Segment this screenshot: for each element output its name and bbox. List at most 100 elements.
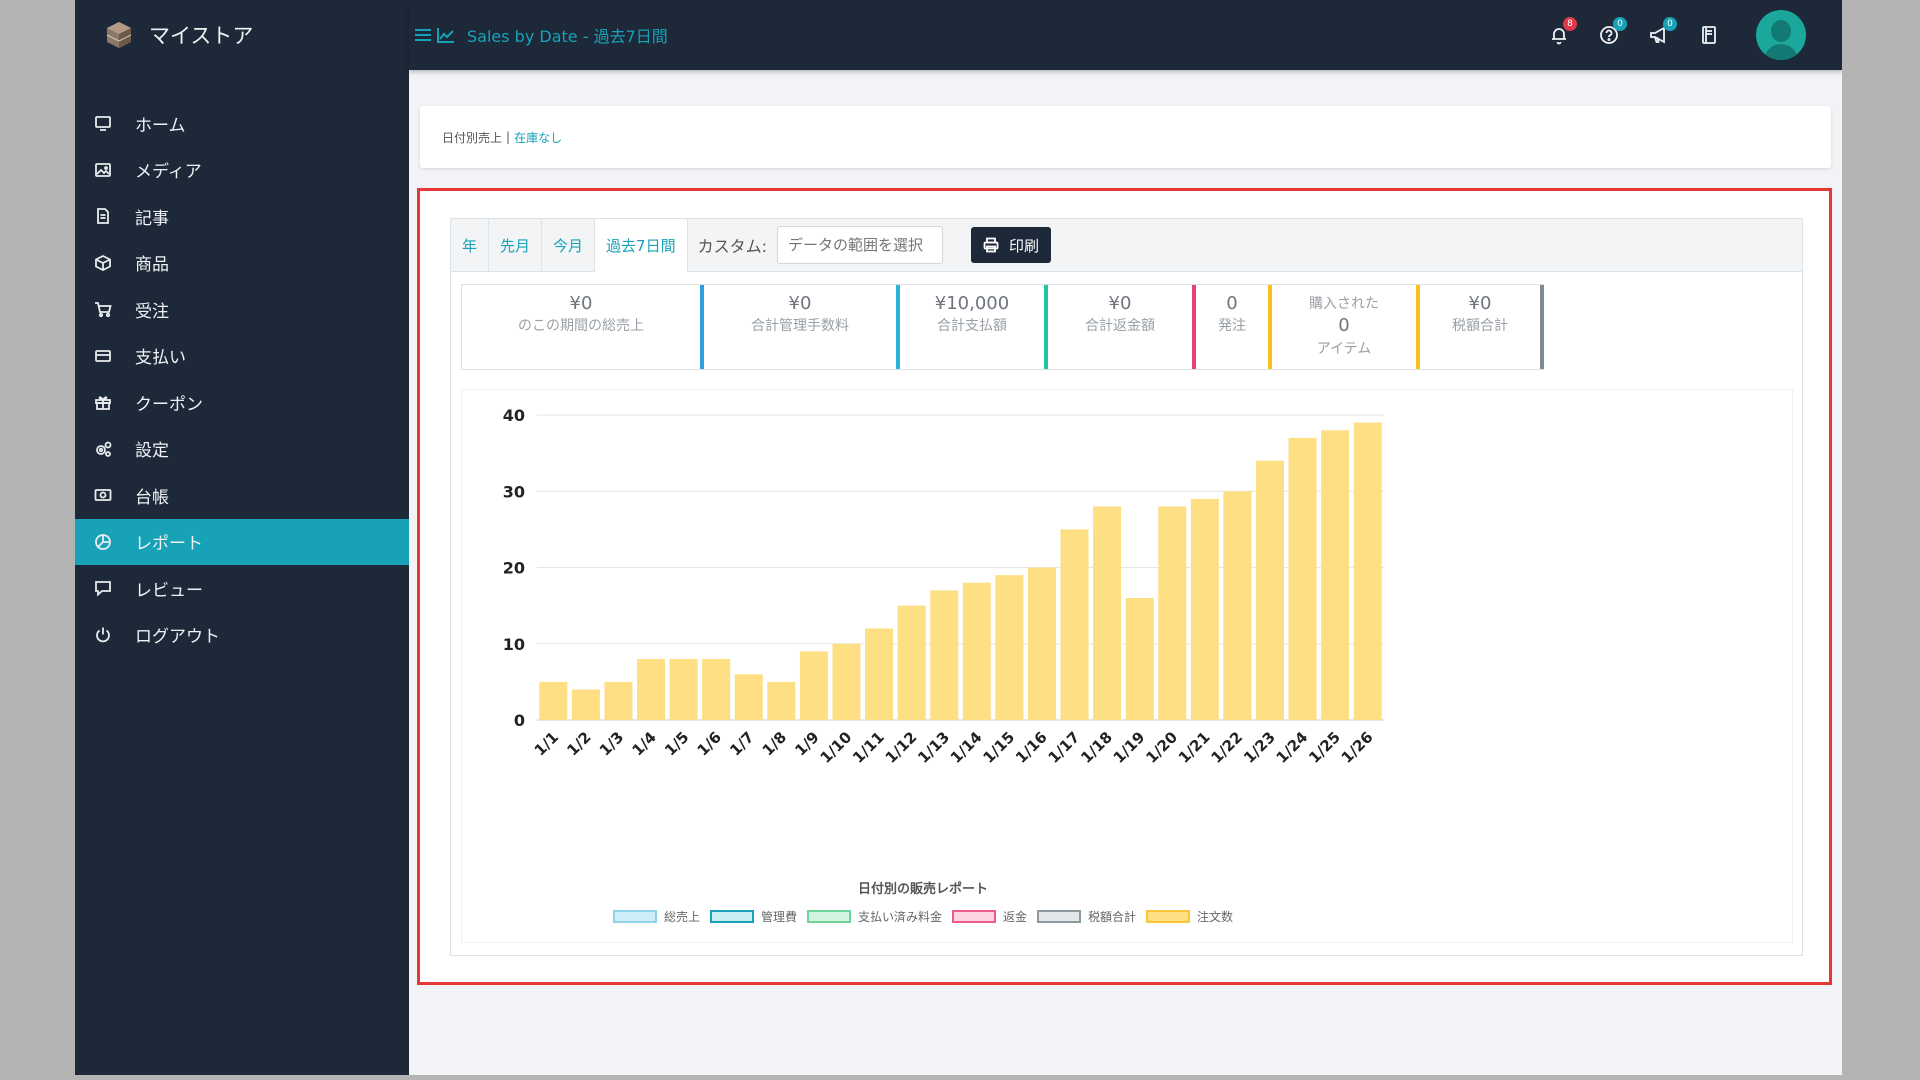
bar[interactable] (604, 681, 633, 720)
sidebar-item-10[interactable]: レビュー (75, 565, 409, 612)
breadcrumb-link-out-of-stock[interactable]: 在庫なし (514, 130, 563, 145)
sidebar-item-4[interactable]: 受注 (75, 286, 409, 333)
bar[interactable] (832, 643, 861, 720)
legend-swatch (612, 910, 657, 923)
report-panel: 年 先月 今月 過去7日間 カスタム: 印刷 ¥0 のこの期間の総売上 ¥0 合計管理… (450, 218, 1803, 956)
legend-item[interactable]: 注文数 (1146, 908, 1233, 925)
print-button[interactable]: 印刷 (971, 227, 1052, 263)
stat-label: 合計支払額 (937, 318, 1007, 334)
sidebar-item-11[interactable]: ログアウト (75, 612, 409, 659)
comment-icon (93, 578, 113, 598)
x-tick-label: 1/12 (882, 728, 921, 767)
bar[interactable] (767, 681, 796, 720)
x-tick-label: 1/4 (628, 728, 659, 759)
bar[interactable] (1288, 437, 1317, 720)
bar[interactable] (865, 628, 894, 721)
line-chart-icon (437, 28, 454, 43)
stat-card: ¥0 のこの期間の総売上 (462, 285, 704, 369)
legend-item[interactable]: 管理費 (709, 908, 797, 925)
legend-item[interactable]: 支払い済み料金 (806, 908, 942, 925)
docs-button[interactable] (1698, 24, 1720, 46)
bar[interactable] (571, 689, 600, 721)
image-icon (93, 160, 113, 180)
legend-label: 総売上 (663, 910, 700, 924)
power-icon (93, 625, 113, 645)
bar[interactable] (669, 659, 698, 720)
store-logo-icon (106, 22, 132, 48)
legend-label: 税額合計 (1088, 910, 1137, 924)
sidebar-item-5[interactable]: 支払い (75, 333, 409, 380)
bar[interactable] (1223, 491, 1252, 720)
bar[interactable] (1353, 422, 1382, 720)
tab-last-7-days[interactable]: 過去7日間 (595, 219, 688, 272)
bar[interactable] (930, 590, 959, 720)
legend-item[interactable]: 税額合計 (1037, 908, 1136, 925)
notifications-button[interactable]: 8 (1548, 17, 1577, 46)
gears-icon (93, 439, 113, 459)
bar[interactable] (1125, 598, 1154, 720)
credit-card-icon (93, 346, 113, 366)
bar[interactable] (799, 651, 828, 720)
sales-chart: 0 10 20 30 40 1/1 1/2 1/3 1/4 1/5 1/6 1/7 1/8 1/9 1/10… (461, 389, 1793, 943)
sidebar-item-label: レポート (135, 534, 203, 555)
sidebar-item-6[interactable]: クーポン (75, 379, 409, 426)
bar[interactable] (1255, 460, 1284, 720)
bar[interactable] (995, 575, 1024, 720)
x-tick-label: 1/2 (563, 728, 594, 759)
sidebar-item-label: 記事 (135, 208, 169, 229)
bar[interactable] (897, 605, 926, 720)
menu-toggle-icon[interactable] (415, 29, 431, 41)
sidebar-item-label: 支払い (135, 348, 186, 369)
x-tick-label: 1/24 (1273, 728, 1312, 767)
tab-year[interactable]: 年 (451, 219, 490, 271)
help-badge: 0 (1613, 17, 1627, 31)
sidebar-item-9[interactable]: レポート (75, 518, 409, 565)
sidebar-item-label: 商品 (135, 255, 169, 276)
bar[interactable] (1190, 498, 1219, 720)
x-tick-label: 1/19 (1110, 728, 1149, 767)
legend-item[interactable]: 総売上 (612, 908, 700, 925)
y-tick-label: 30 (503, 482, 525, 501)
sidebar-item-1[interactable]: メディア (75, 147, 409, 194)
sidebar-item-7[interactable]: 設定 (75, 426, 409, 473)
bar[interactable] (702, 659, 731, 720)
bar[interactable] (1093, 506, 1122, 721)
stat-value: ¥0 (788, 293, 812, 314)
bar[interactable] (1321, 430, 1350, 720)
bar[interactable] (1060, 529, 1089, 720)
x-tick-label: 1/15 (979, 728, 1018, 767)
sidebar-item-2[interactable]: 記事 (75, 193, 409, 240)
legend-label: 管理費 (760, 910, 797, 924)
announcements-badge: 0 (1663, 17, 1677, 31)
legend-item[interactable]: 返金 (952, 908, 1027, 925)
stat-label: 合計管理手数料 (751, 318, 849, 334)
app-window: マイストア ホームメディア記事商品受注支払いクーポン 設定 台帳レポートレビュー ログ… (75, 0, 1842, 1075)
bar[interactable] (962, 582, 991, 720)
avatar[interactable] (1756, 10, 1806, 60)
sidebar-item-label: メディア (135, 162, 202, 183)
bar[interactable] (1027, 567, 1056, 721)
tab-last-month[interactable]: 先月 (489, 219, 543, 271)
help-button[interactable]: 0 (1598, 17, 1627, 46)
summary-stats: ¥0 のこの期間の総売上 ¥0 合計管理手数料 ¥10,000 合計支払額 ¥0 合計返金額 0… (461, 284, 1544, 370)
sidebar-item-0[interactable]: ホーム (75, 100, 409, 147)
x-tick-label: 1/17 (1045, 728, 1084, 767)
sidebar-item-8[interactable]: 台帳 (75, 472, 409, 519)
sidebar-item-label: 受注 (135, 301, 169, 322)
bar[interactable] (734, 674, 763, 720)
cart-icon (93, 299, 113, 319)
bar[interactable] (637, 659, 666, 720)
stat-card: 0 発注 (1196, 285, 1272, 369)
announcements-button[interactable]: 0 (1648, 17, 1677, 46)
tab-this-month[interactable]: 今月 (542, 219, 596, 271)
brand[interactable]: マイストア (75, 0, 409, 70)
date-range-input[interactable] (777, 226, 943, 264)
sidebar-item-3[interactable]: 商品 (75, 240, 409, 287)
bar[interactable] (1158, 506, 1187, 721)
bell-icon (1552, 28, 1566, 45)
x-tick-label: 1/13 (914, 728, 953, 767)
stat-value: ¥0 (569, 293, 593, 314)
stat-card: ¥0 合計返金額 (1048, 285, 1196, 369)
bar[interactable] (539, 681, 568, 720)
y-tick-label: 0 (514, 711, 525, 730)
